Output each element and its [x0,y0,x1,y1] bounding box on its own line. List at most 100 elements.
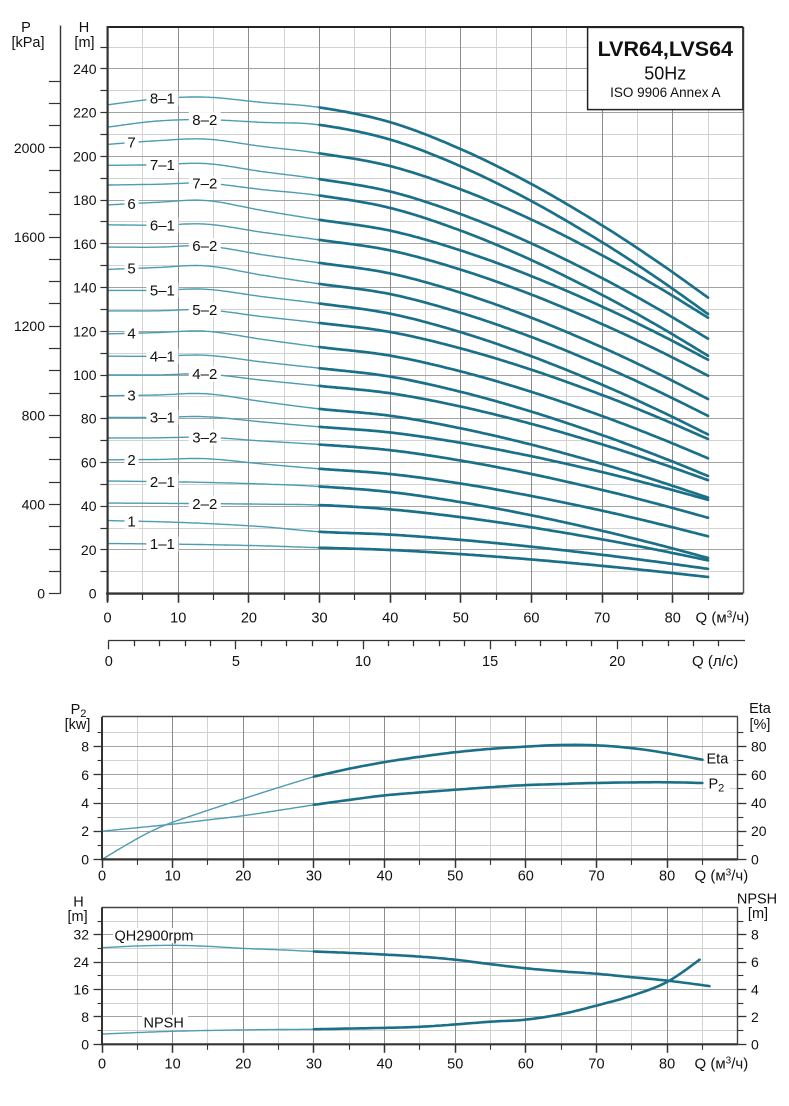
svg-text:6: 6 [81,767,89,783]
svg-text:3–2: 3–2 [192,429,217,446]
svg-text:70: 70 [588,1057,604,1073]
svg-text:200: 200 [73,148,97,164]
svg-text:[kw]: [kw] [65,717,91,733]
svg-text:50: 50 [453,611,469,627]
svg-text:60: 60 [81,454,97,470]
svg-text:8–1: 8–1 [150,91,175,108]
svg-text:8–2: 8–2 [192,112,217,129]
svg-text:Q (л/с): Q (л/с) [692,653,738,670]
svg-text:32: 32 [73,927,89,943]
svg-text:20: 20 [241,611,257,627]
svg-text:6: 6 [751,954,759,970]
svg-text:140: 140 [73,280,97,296]
svg-text:7–2: 7–2 [192,175,217,192]
svg-text:8: 8 [81,1009,89,1025]
svg-text:2000: 2000 [14,140,45,156]
svg-text:0: 0 [89,586,97,602]
svg-text:2: 2 [751,1009,759,1025]
svg-text:80: 80 [81,411,97,427]
svg-text:1200: 1200 [14,318,45,334]
svg-text:[kPa]: [kPa] [11,35,44,51]
svg-text:400: 400 [22,497,46,513]
svg-text:180: 180 [73,192,97,208]
svg-text:50Hz: 50Hz [644,64,686,84]
svg-text:24: 24 [73,954,89,970]
svg-text:Eta: Eta [749,701,772,717]
svg-text:40: 40 [377,1057,393,1073]
svg-text:4–1: 4–1 [150,348,175,365]
svg-text:10: 10 [165,1057,181,1073]
svg-text:H: H [73,895,83,911]
svg-text:8: 8 [751,927,759,943]
svg-text:15: 15 [482,654,498,670]
svg-text:60: 60 [518,869,534,885]
svg-text:5–2: 5–2 [192,302,217,319]
svg-text:[m]: [m] [748,906,768,922]
svg-text:1600: 1600 [14,229,45,245]
svg-text:160: 160 [73,236,97,252]
svg-text:40: 40 [81,498,97,514]
svg-text:10: 10 [165,869,181,885]
svg-text:7: 7 [127,135,135,152]
svg-text:60: 60 [751,767,767,783]
svg-text:8: 8 [81,739,89,755]
svg-text:2: 2 [127,452,135,469]
svg-text:80: 80 [751,739,767,755]
svg-text:30: 30 [306,1057,322,1073]
svg-text:2–1: 2–1 [150,474,175,491]
svg-text:NPSH: NPSH [737,892,777,908]
svg-text:100: 100 [73,367,97,383]
svg-text:10: 10 [355,654,371,670]
svg-text:6: 6 [127,196,135,213]
svg-text:3: 3 [127,388,135,405]
svg-text:0: 0 [81,1036,89,1052]
svg-text:1: 1 [127,513,135,530]
svg-text:Q (м3/ч): Q (м3/ч) [696,610,750,627]
svg-text:70: 70 [588,869,604,885]
svg-text:0: 0 [81,851,89,867]
svg-text:0: 0 [98,869,106,885]
svg-text:H: H [79,20,89,36]
svg-text:2: 2 [81,823,89,839]
svg-text:10: 10 [170,611,186,627]
svg-text:80: 80 [659,1057,675,1073]
svg-text:30: 30 [306,869,322,885]
svg-text:[%]: [%] [750,717,771,733]
svg-text:70: 70 [594,611,610,627]
svg-text:0: 0 [751,1036,759,1052]
svg-text:0: 0 [751,851,759,867]
svg-text:7–1: 7–1 [150,157,175,174]
svg-text:20: 20 [751,823,767,839]
svg-text:1–1: 1–1 [150,536,175,553]
svg-text:240: 240 [73,61,97,77]
svg-text:4–2: 4–2 [192,366,217,383]
svg-text:0: 0 [104,611,112,627]
svg-text:20: 20 [235,1057,251,1073]
svg-text:3–1: 3–1 [150,410,175,427]
svg-text:5: 5 [232,654,240,670]
svg-text:800: 800 [22,407,46,423]
svg-text:16: 16 [73,982,89,998]
svg-text:2–2: 2–2 [192,496,217,513]
svg-text:LVR64,LVS64: LVR64,LVS64 [598,37,733,61]
svg-text:0: 0 [105,654,113,670]
svg-text:80: 80 [659,869,675,885]
svg-text:Q (м3/ч): Q (м3/ч) [695,868,749,885]
svg-text:Q (м3/ч): Q (м3/ч) [695,1056,749,1073]
svg-text:40: 40 [751,795,767,811]
svg-text:NPSH: NPSH [144,1016,184,1032]
svg-text:20: 20 [609,654,625,670]
svg-text:50: 50 [447,869,463,885]
svg-text:6–2: 6–2 [192,238,217,255]
svg-text:5–1: 5–1 [150,282,175,299]
svg-text:80: 80 [665,611,681,627]
svg-text:0: 0 [37,586,45,602]
svg-text:[m]: [m] [68,909,88,925]
svg-text:40: 40 [382,611,398,627]
svg-text:P: P [21,20,31,36]
svg-text:6–1: 6–1 [150,217,175,234]
svg-text:4: 4 [81,795,89,811]
svg-text:QH2900rpm: QH2900rpm [115,929,194,945]
svg-text:[m]: [m] [74,35,94,51]
svg-text:Eta: Eta [707,752,730,768]
